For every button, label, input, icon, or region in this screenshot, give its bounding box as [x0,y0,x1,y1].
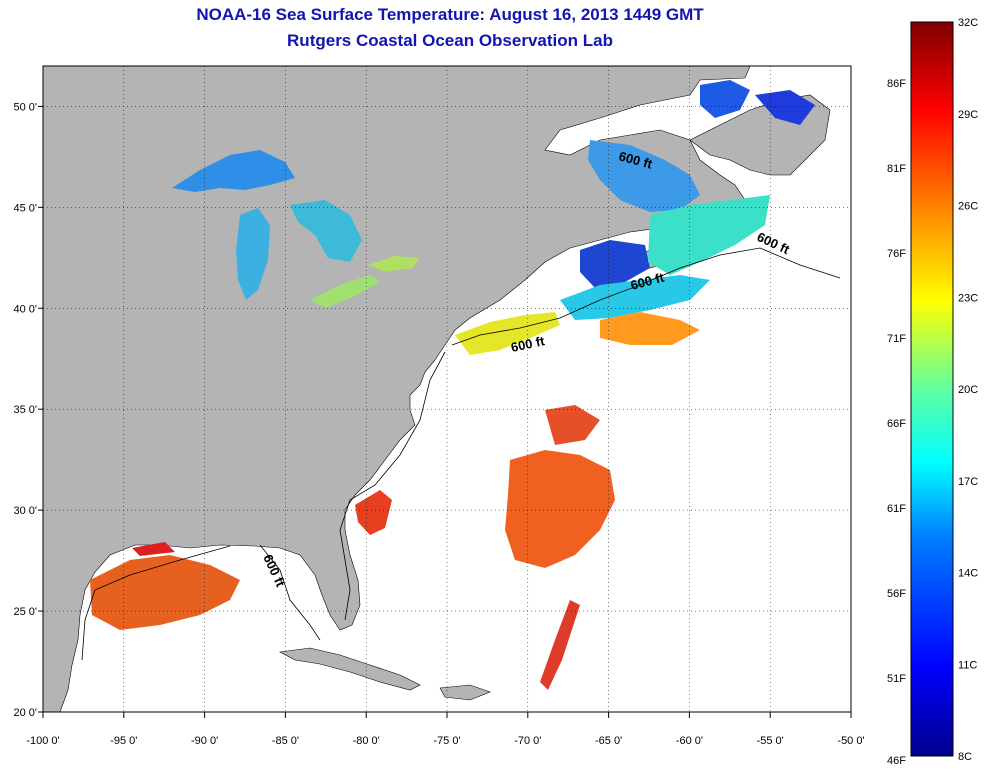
colorbar-fahrenheit-label: 86F [887,78,906,90]
isobath-600ft-line [451,247,841,346]
colorbar-fahrenheit-label: 61F [887,503,906,515]
lake-superior [172,150,295,192]
longitude-axis: -100 0' -95 0' -90 0' -85 0' -80 0' -75 0' -70… [26,712,865,747]
florida-current-sst [355,490,392,535]
longitude-tick-label: -90 0' [191,735,218,747]
newfoundland-shelf-sst [700,80,750,118]
colorbar [910,21,954,757]
latitude-tick-label: 35 0' [13,404,37,416]
colorbar-fahrenheit-label: 56F [887,588,906,600]
longitude-tick-label: -75 0' [433,735,460,747]
caribbean-sst-streak [540,600,580,690]
isobath-600ft-line-south [339,351,446,621]
slope-warm-sst [600,312,700,345]
colorbar-celsius-label: 14C [958,568,978,580]
gulf-stream-sst-patch [545,405,600,445]
lat-lon-grid [43,66,851,712]
lake-erie [310,275,380,308]
sargasso-sst-patch [505,450,615,568]
longitude-tick-label: -65 0' [595,735,622,747]
colorbar-celsius-label: 20C [958,384,978,396]
colorbar-fahrenheit-label: 71F [887,333,906,345]
gulf-of-maine-sst [580,240,650,288]
colorbar-fahrenheit-label: 51F [887,673,906,685]
colorbar-celsius-label: 23C [958,292,978,304]
latitude-tick-label: 30 0' [13,505,37,517]
latitude-tick-label: 50 0' [13,101,37,113]
longitude-tick-label: -60 0' [676,735,703,747]
gulf-coast-sst [132,542,175,556]
longitude-tick-label: -80 0' [353,735,380,747]
longitude-tick-label: -95 0' [110,735,137,747]
map-title: NOAA-16 Sea Surface Temperature: August … [196,5,704,24]
longitude-tick-label: -55 0' [757,735,784,747]
scotian-shelf-sst [648,195,770,275]
colorbar-labels: 32C 29C 26C 23C 20C 17C 14C 11C 8C 86F 81F 76F 71F 66… [887,17,978,767]
map-subtitle: Rutgers Coastal Ocean Observation Lab [287,31,613,50]
latitude-tick-label: 45 0' [13,202,37,214]
colorbar-fahrenheit-label: 76F [887,248,906,260]
colorbar-fahrenheit-label: 81F [887,163,906,175]
isobath-600ft-line-gulf [81,544,321,661]
hispaniola-land [439,684,491,701]
lake-huron [290,200,362,262]
georges-bank-sst [560,275,710,320]
colorbar-celsius-label: 32C [958,17,978,29]
latitude-tick-label: 40 0' [13,303,37,315]
colorbar-fahrenheit-label: 66F [887,418,906,430]
latitude-tick-label: 20 0' [13,707,37,719]
colorbar-fahrenheit-label: 46F [887,755,906,767]
longitude-tick-label: -100 0' [26,735,59,747]
colorbar-celsius-label: 8C [958,751,972,763]
latitude-tick-label: 25 0' [13,606,37,618]
colorbar-celsius-label: 17C [958,476,978,488]
isobath-label: 600 ft [510,333,547,355]
mid-atlantic-shelf-sst [455,312,560,355]
longitude-tick-label: -50 0' [837,735,864,747]
longitude-tick-label: -70 0' [514,735,541,747]
colorbar-celsius-label: 29C [958,109,978,121]
colorbar-celsius-label: 26C [958,201,978,213]
lake-ontario [368,256,420,272]
st-lawrence-sst [588,140,700,212]
latitude-axis: 50 0' 45 0' 40 0' 35 0' 30 0' 25 0' 20 0' [13,101,43,719]
colorbar-celsius-label: 11C [958,659,977,671]
cuba-land [279,647,421,691]
lake-michigan [236,208,270,300]
longitude-tick-label: -85 0' [272,735,299,747]
